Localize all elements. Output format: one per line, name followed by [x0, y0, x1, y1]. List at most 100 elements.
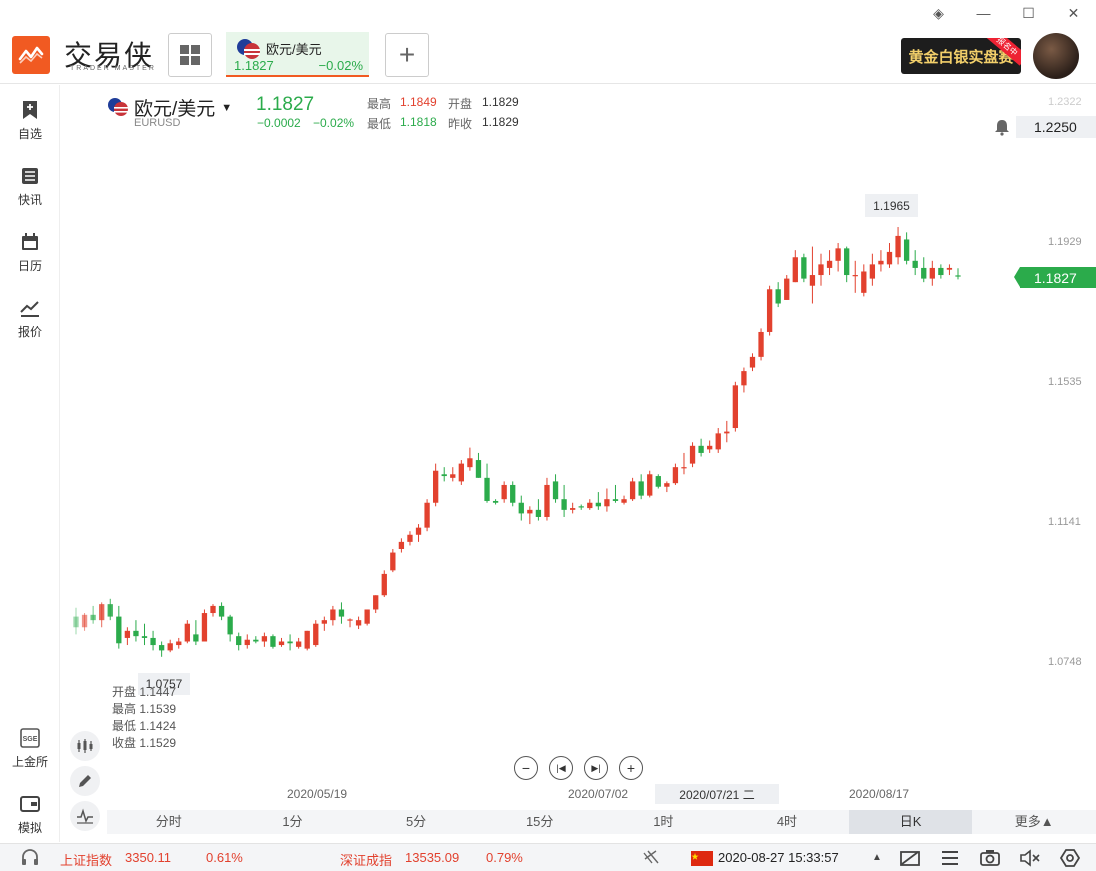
candle-body: [912, 260, 918, 268]
candle-body: [852, 275, 858, 277]
candle-body: [707, 445, 713, 450]
candle-body: [467, 458, 473, 468]
candlestick-chart[interactable]: [62, 90, 1012, 750]
candle-body: [835, 248, 841, 261]
candle-body: [809, 275, 816, 286]
trend-line-icon: [19, 297, 41, 319]
menu-list-icon[interactable]: [940, 849, 960, 870]
caret-up-icon[interactable]: ▲: [872, 852, 882, 863]
scroll-start-button[interactable]: |◀: [549, 756, 573, 780]
minus-icon: −: [521, 760, 531, 776]
skip-forward-icon: ▶|: [591, 762, 601, 773]
tab-eurusd[interactable]: 欧元/美元 1.1827 −0.02%: [226, 32, 369, 77]
price-change: −0.0002: [257, 116, 301, 130]
ohlc-close: 收盘 1.1529: [112, 734, 176, 751]
candle-body: [638, 481, 644, 496]
tab-period-more[interactable]: 更多▲: [1014, 814, 1054, 829]
candle-body: [313, 623, 319, 646]
headset-icon[interactable]: [20, 849, 40, 870]
alert-price[interactable]: 1.2250: [1016, 116, 1096, 138]
plus-icon: +: [626, 760, 636, 776]
sidebar-item-quotes[interactable]: 报价: [0, 297, 60, 340]
close-button[interactable]: ✕: [1067, 4, 1080, 21]
zoom-in-button[interactable]: +: [619, 756, 643, 780]
ohlc-open-value: 1.1447: [139, 685, 177, 699]
ohlc-close-value: 1.1529: [139, 736, 177, 750]
max-price-marker: 1.1965: [865, 194, 918, 217]
candle-body: [484, 477, 490, 501]
tab-period-daily[interactable]: 日K: [848, 810, 973, 834]
sz-index-name[interactable]: 深证成指: [340, 853, 393, 868]
ohlc-high-label: 最高: [112, 702, 137, 716]
candle-body: [150, 637, 156, 646]
grid-layout-button[interactable]: [168, 33, 212, 77]
maximize-button[interactable]: ☐: [1022, 4, 1035, 21]
tab-period-4h[interactable]: 4时: [776, 814, 798, 829]
candle-body: [929, 267, 935, 279]
promo-banner-text: 黄金白银实盘赛: [908, 48, 1014, 66]
candle-body: [715, 433, 721, 450]
sidebar-item-news[interactable]: 快讯: [0, 165, 60, 208]
candle-body: [612, 499, 619, 501]
candle-body: [338, 609, 345, 617]
layers-icon[interactable]: ◈: [933, 4, 944, 21]
bell-icon[interactable]: [993, 118, 1011, 141]
indicator-button[interactable]: [70, 801, 100, 831]
sidebar-item-simulate[interactable]: 模拟: [0, 793, 60, 836]
sidebar-item-calendar[interactable]: 日历: [0, 231, 60, 274]
minimize-button[interactable]: —: [976, 5, 991, 21]
candle-body: [133, 630, 139, 637]
high-label: 最高: [367, 97, 392, 111]
candle-body: [766, 289, 773, 332]
candle-body: [903, 239, 910, 261]
network-icon[interactable]: [642, 849, 662, 870]
tab-period-5m[interactable]: 5分: [405, 814, 427, 829]
ohlc-high: 最高 1.1539: [112, 700, 176, 717]
symbol-selector[interactable]: 欧元/美元 ▼: [134, 94, 232, 121]
current-price: 1.1827: [256, 94, 315, 115]
sidebar-item-watchlist[interactable]: 自选: [0, 99, 60, 142]
tab-period-1h[interactable]: 1时: [653, 814, 674, 829]
camera-icon[interactable]: [980, 849, 1000, 870]
app-logo-subtitle: TRADER MASTER: [70, 65, 156, 72]
x-axis-label: 2020/05/19: [287, 787, 348, 801]
pencil-icon: [79, 775, 91, 787]
hide-chart-icon[interactable]: [899, 849, 921, 870]
settings-icon[interactable]: [1059, 849, 1081, 870]
tab-period-1m[interactable]: 1分: [282, 814, 303, 829]
candle-body: [381, 573, 387, 596]
tab-pair-name: 欧元/美元: [266, 42, 322, 57]
window-controls: ◈ — ☐ ✕: [916, 0, 1096, 26]
sidebar-item-sge[interactable]: SGE 上金所: [0, 727, 60, 770]
candle-body: [552, 481, 559, 500]
candle-style-button[interactable]: [70, 731, 100, 761]
candles-icon: [77, 739, 93, 753]
wallet-icon: [19, 793, 41, 815]
avatar[interactable]: [1033, 33, 1079, 79]
promo-banner[interactable]: 黄金白银实盘赛 报名中: [901, 38, 1021, 74]
tab-period-timeshare[interactable]: 分时: [155, 814, 182, 829]
logo-icon: [12, 36, 50, 74]
candle-body: [167, 643, 173, 651]
min-price-marker: 1.0757: [138, 673, 190, 695]
candle-body: [492, 500, 499, 503]
candle-body: [826, 260, 833, 268]
candle-body: [647, 474, 653, 496]
candle-body: [698, 445, 704, 453]
add-tab-button[interactable]: +: [385, 33, 429, 77]
zoom-out-button[interactable]: −: [514, 756, 538, 780]
calendar-icon: [19, 231, 41, 253]
candle-body: [287, 641, 293, 644]
sh-index-name[interactable]: 上证指数: [60, 853, 113, 868]
candle-body: [938, 267, 944, 276]
candle-body: [116, 616, 122, 644]
y-axis-label: 1.2322: [1048, 96, 1082, 108]
sh-index-value: 3350.11: [125, 850, 172, 865]
prev-close-value: 1.1829: [482, 115, 519, 129]
tab-period-15m[interactable]: 15分: [525, 814, 554, 829]
scroll-end-button[interactable]: ▶|: [584, 756, 608, 780]
draw-button[interactable]: [70, 766, 100, 796]
mute-icon[interactable]: [1019, 849, 1041, 870]
candle-body: [244, 639, 250, 646]
sidebar-item-label: 自选: [17, 127, 42, 141]
